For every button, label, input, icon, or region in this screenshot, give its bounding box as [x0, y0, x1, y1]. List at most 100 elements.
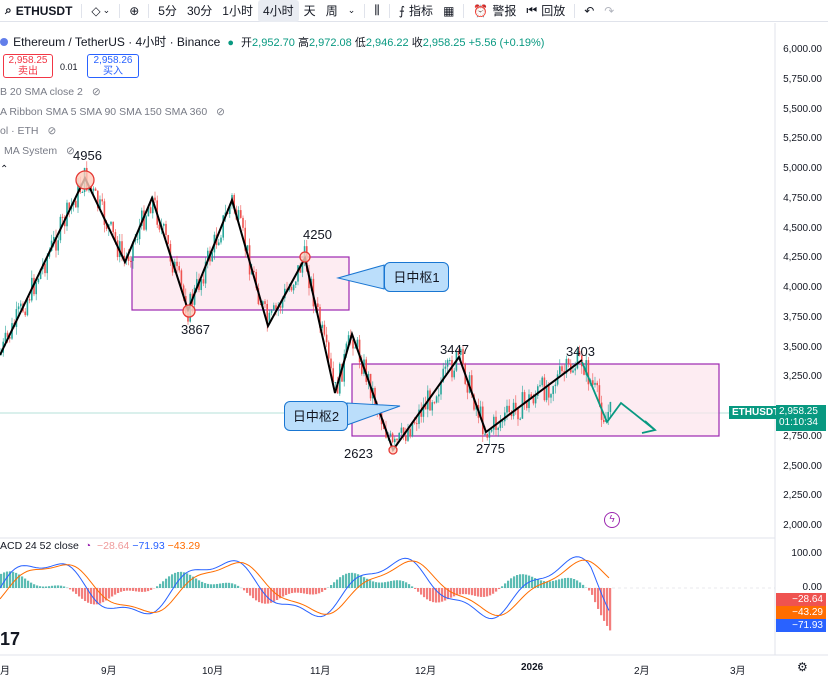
- macd-value-3: −43.29: [168, 540, 200, 552]
- zone2-callout[interactable]: 日中枢2: [284, 401, 348, 431]
- candle-body: [449, 360, 451, 361]
- eye-icon[interactable]: ●: [227, 37, 234, 49]
- macd-bar: [231, 583, 233, 588]
- pivot-marker-2623[interactable]: [389, 446, 397, 454]
- indicator-legend-bb[interactable]: B 20 SMA close 2 ⊘: [0, 86, 101, 98]
- macd-bar: [561, 579, 563, 588]
- annotation-4956[interactable]: 4956: [73, 148, 102, 163]
- macd-bar: [165, 579, 167, 588]
- macd-bar: [114, 588, 116, 595]
- candle-body: [163, 224, 165, 226]
- macd-settings-icon[interactable]: ◔: [85, 540, 91, 552]
- macd-bar: [150, 588, 152, 590]
- eye-slash-icon[interactable]: ⊘: [216, 106, 225, 118]
- candle-body: [394, 439, 396, 442]
- macd-bar: [306, 588, 308, 594]
- macd-bar: [135, 588, 137, 591]
- pivot-marker-4250[interactable]: [300, 252, 310, 262]
- macd-bar: [60, 586, 62, 588]
- macd-bar: [69, 588, 71, 589]
- macd-signal-label: −43.29: [776, 606, 826, 619]
- macd-bar: [210, 584, 212, 588]
- change-value: +5.56 (+0.19%): [469, 37, 545, 49]
- legend-title: Ethereum / TetherUS · 4小时 · Binance: [13, 35, 220, 49]
- price-tick: 5,500.00: [783, 104, 822, 115]
- macd-bar: [501, 586, 503, 588]
- candle-body: [324, 325, 326, 335]
- zone1-callout[interactable]: 日中枢1: [384, 262, 449, 292]
- candle-body: [561, 366, 563, 371]
- candle-body: [524, 392, 526, 402]
- pivot-marker-3867[interactable]: [183, 305, 195, 317]
- indicator-legend-ribbon[interactable]: A Ribbon SMA 5 SMA 90 SMA 150 SMA 360 ⊘: [0, 106, 225, 118]
- candle-body: [38, 279, 40, 282]
- candle-body: [62, 217, 64, 218]
- current-price-label[interactable]: 2,958.25 01:10:34: [776, 405, 826, 431]
- buy-button[interactable]: 2,958.26 买入: [87, 54, 139, 78]
- low-label: 低: [355, 37, 366, 49]
- candle-body: [392, 434, 394, 443]
- macd-tick: 100.00: [791, 548, 822, 559]
- open-value: 2,952.70: [252, 37, 295, 49]
- macd-bar: [531, 577, 533, 588]
- candle-body: [431, 402, 433, 410]
- macd-bar: [411, 586, 413, 588]
- annotation-4250[interactable]: 4250: [303, 227, 332, 242]
- macd-bar: [384, 582, 386, 588]
- macd-bar: [132, 588, 134, 591]
- candle-body: [572, 370, 574, 372]
- time-tick: 9月: [101, 662, 117, 677]
- macd-bar: [519, 574, 521, 588]
- macd-bar: [360, 576, 362, 588]
- macd-bar: [81, 588, 83, 599]
- annotation-3403[interactable]: 3403: [566, 344, 595, 359]
- close-label: 收: [412, 37, 423, 49]
- macd-bar: [609, 588, 611, 630]
- candle-body: [548, 386, 550, 398]
- macd-bar: [507, 581, 509, 588]
- macd-bar: [258, 588, 260, 602]
- annotation-3447[interactable]: 3447: [440, 342, 469, 357]
- price-tick: 2,000.00: [783, 520, 822, 531]
- indicator-legend-vol[interactable]: ol · ETH ⊘: [0, 125, 56, 137]
- eye-slash-icon[interactable]: ⊘: [47, 125, 56, 137]
- pivot-marker-4956[interactable]: [76, 171, 94, 189]
- lightning-icon[interactable]: ϟ: [604, 512, 620, 528]
- candle-body: [44, 264, 46, 274]
- macd-bar: [99, 588, 101, 604]
- candle-body: [181, 270, 183, 285]
- macd-bar: [393, 580, 395, 588]
- annotation-3867[interactable]: 3867: [181, 322, 210, 337]
- annotation-2775[interactable]: 2775: [476, 441, 505, 456]
- macd-bar: [207, 584, 209, 588]
- macd-bar: [27, 581, 29, 588]
- macd-bar: [162, 581, 164, 588]
- indicator-label: MA System: [4, 145, 57, 157]
- macd-bar: [510, 578, 512, 588]
- macd-bar: [255, 588, 257, 600]
- collapse-legend-button[interactable]: ⌃: [0, 164, 8, 175]
- candle-body: [405, 435, 407, 440]
- annotation-2623[interactable]: 2623: [344, 446, 373, 461]
- time-tick: 12月: [415, 662, 436, 677]
- sell-button[interactable]: 2,958.25 卖出: [3, 54, 53, 78]
- macd-bar: [12, 572, 14, 588]
- macd-bar: [117, 588, 119, 593]
- price-tick: 5,750.00: [783, 74, 822, 85]
- macd-bar: [444, 588, 446, 601]
- eye-slash-icon[interactable]: ⊘: [92, 86, 101, 98]
- price-tick: 2,750.00: [783, 431, 822, 442]
- indicator-legend-ma[interactable]: MA System ⊘: [4, 145, 75, 157]
- settings-gear-icon[interactable]: ⚙: [797, 660, 808, 674]
- macd-bar: [555, 580, 557, 588]
- macd-bar: [72, 588, 74, 592]
- candle-body: [321, 325, 323, 328]
- consolidation-zone-1[interactable]: [132, 257, 349, 310]
- macd-bar: [369, 580, 371, 588]
- macd-bar: [573, 579, 575, 588]
- macd-bar: [591, 588, 593, 595]
- macd-bar: [543, 581, 545, 588]
- macd-bar: [225, 583, 227, 588]
- macd-legend[interactable]: ACD 24 52 close ◔ −28.64 −71.93 −43.29: [0, 540, 200, 552]
